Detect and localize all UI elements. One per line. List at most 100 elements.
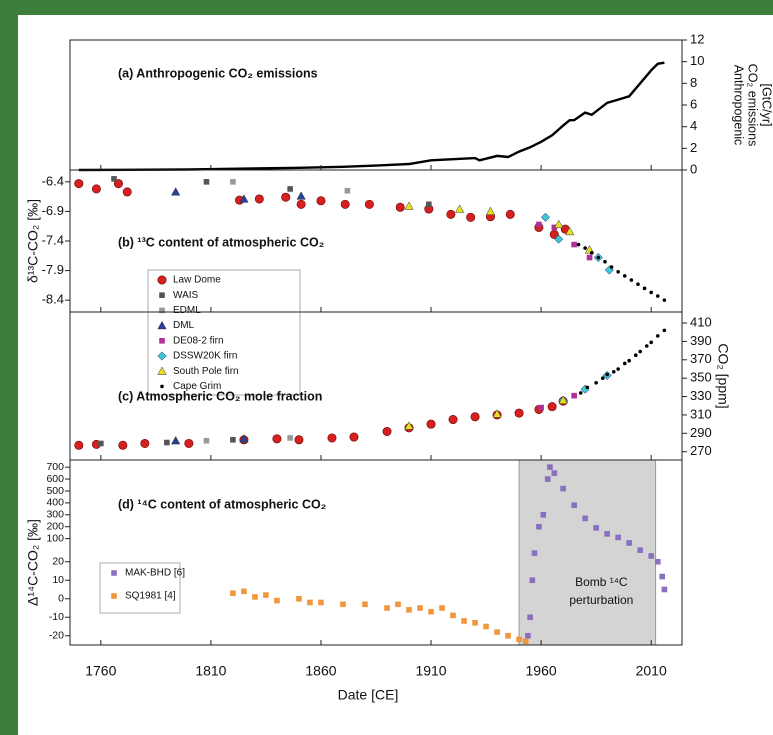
marker bbox=[472, 620, 478, 626]
marker bbox=[483, 623, 489, 630]
marker bbox=[629, 278, 634, 282]
marker bbox=[655, 294, 660, 298]
marker bbox=[184, 438, 194, 448]
marker bbox=[470, 412, 480, 422]
marker bbox=[644, 344, 649, 348]
marker bbox=[74, 440, 84, 450]
y-tick-label: 330 bbox=[690, 388, 712, 403]
y-tick-label: 10 bbox=[52, 574, 64, 586]
marker bbox=[571, 392, 577, 399]
x-tick-label: 1910 bbox=[415, 663, 446, 679]
legend-label: Cape Grim bbox=[173, 381, 221, 392]
marker bbox=[395, 202, 405, 212]
panel-title: (c) Atmospheric CO₂ mole fraction bbox=[118, 389, 322, 403]
marker bbox=[74, 179, 84, 189]
x-tick-label: 1860 bbox=[305, 663, 336, 679]
y-axis-label: CO₂ emissions bbox=[746, 64, 760, 147]
y-tick-label: -6.4 bbox=[42, 173, 64, 188]
marker bbox=[571, 502, 577, 509]
marker bbox=[91, 184, 101, 194]
marker bbox=[362, 601, 368, 608]
marker bbox=[661, 586, 668, 593]
y-tick-label: 310 bbox=[690, 406, 712, 421]
marker bbox=[636, 282, 640, 286]
marker bbox=[171, 435, 181, 445]
marker bbox=[281, 192, 291, 202]
marker bbox=[560, 485, 566, 492]
legend-marker bbox=[111, 593, 117, 599]
marker bbox=[516, 636, 522, 643]
marker bbox=[527, 614, 533, 621]
marker bbox=[659, 573, 665, 580]
marker bbox=[571, 241, 577, 248]
marker bbox=[426, 201, 432, 208]
y-tick-label: -7.9 bbox=[42, 262, 64, 277]
marker bbox=[171, 187, 181, 196]
marker bbox=[558, 395, 568, 404]
y-tick-label: 290 bbox=[690, 425, 712, 440]
marker bbox=[616, 269, 620, 274]
marker bbox=[384, 605, 390, 611]
marker bbox=[296, 199, 306, 209]
marker bbox=[594, 380, 598, 385]
marker bbox=[536, 221, 542, 228]
y-axis-label: δ¹³C-CO₂ [‰] bbox=[25, 199, 41, 283]
marker bbox=[585, 385, 590, 390]
marker bbox=[505, 209, 515, 219]
marker bbox=[364, 199, 374, 209]
marker bbox=[622, 361, 627, 366]
marker bbox=[111, 176, 117, 182]
legend-marker bbox=[157, 275, 167, 285]
marker bbox=[576, 242, 581, 247]
legend-marker bbox=[157, 366, 167, 375]
panel-title: (b) ¹³C content of atmospheric CO₂ bbox=[118, 235, 324, 249]
y-tick-label: -10 bbox=[49, 611, 64, 623]
shaded-span bbox=[518, 459, 657, 646]
marker bbox=[582, 515, 588, 522]
marker bbox=[540, 212, 551, 222]
marker bbox=[554, 219, 564, 229]
marker bbox=[404, 421, 414, 430]
marker bbox=[589, 251, 594, 255]
marker bbox=[494, 629, 500, 635]
marker bbox=[605, 372, 609, 377]
marker bbox=[538, 404, 544, 411]
panel-title: (d) ¹⁴C content of atmospheric CO₂ bbox=[118, 497, 326, 511]
marker bbox=[296, 191, 306, 200]
panel-frame bbox=[69, 459, 683, 646]
x-tick-label: 2010 bbox=[636, 663, 667, 679]
legend-marker bbox=[157, 320, 167, 330]
marker bbox=[340, 199, 350, 209]
marker bbox=[654, 558, 661, 565]
y-tick-label: 500 bbox=[46, 485, 64, 497]
marker bbox=[230, 179, 236, 185]
y-tick-label: 0 bbox=[58, 593, 64, 605]
y-tick-label: -7.4 bbox=[42, 232, 64, 247]
marker bbox=[140, 438, 150, 448]
marker bbox=[122, 187, 132, 197]
marker bbox=[540, 511, 547, 518]
y-tick-label: 400 bbox=[46, 497, 64, 509]
marker bbox=[428, 608, 434, 615]
legend-marker bbox=[159, 307, 165, 314]
annotation: Bomb ¹⁴C bbox=[575, 575, 628, 589]
marker bbox=[296, 595, 302, 602]
marker bbox=[603, 259, 607, 264]
legend-marker bbox=[111, 570, 117, 576]
marker bbox=[287, 186, 293, 192]
marker bbox=[544, 476, 551, 482]
legend-marker bbox=[159, 292, 165, 298]
legend-marker bbox=[157, 351, 167, 361]
marker bbox=[274, 597, 280, 604]
marker bbox=[604, 531, 610, 537]
marker bbox=[642, 286, 647, 291]
y-tick-label: 6 bbox=[690, 96, 697, 111]
marker bbox=[164, 439, 170, 446]
marker bbox=[638, 349, 642, 354]
marker bbox=[611, 369, 616, 374]
marker bbox=[395, 601, 401, 608]
marker bbox=[514, 408, 524, 418]
marker bbox=[648, 553, 654, 559]
panel-title: (a) Anthropogenic CO₂ emissions bbox=[118, 66, 318, 80]
